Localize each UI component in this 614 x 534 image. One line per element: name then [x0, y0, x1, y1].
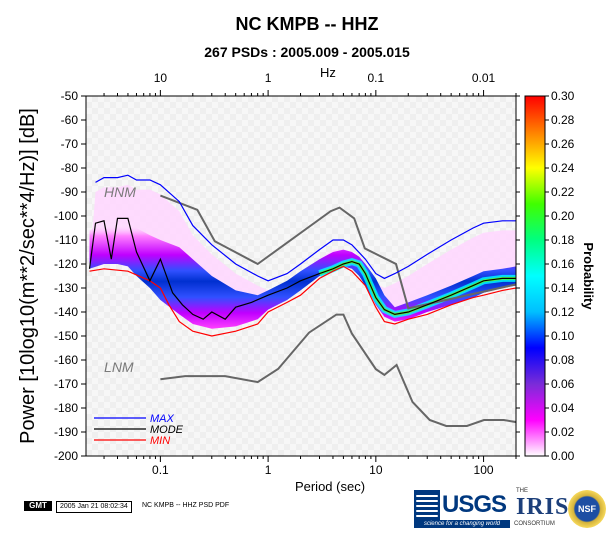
iris-logo: THE IRIS CONSORTIUM: [514, 488, 568, 530]
colorbar-label: Probability: [581, 242, 596, 310]
legend-label-max: MAX: [150, 413, 175, 425]
iris-the: THE: [516, 488, 528, 494]
colorbar-ticks: 0.00 0.02 0.04 0.06 0.08 0.10 0.12 0.14 0.16 0.18…: [545, 89, 575, 463]
gmt-badge: GMT: [24, 501, 52, 511]
iris-wordmark: IRIS: [516, 494, 570, 520]
x-tick-label: 0.1: [152, 463, 169, 477]
series-layer: [88, 174, 516, 427]
colorbar-tick-label: 0.14: [551, 281, 575, 295]
density-band: [89, 223, 516, 329]
usgs-logo: USGS science for a changing world: [414, 490, 510, 528]
colorbar-tick-label: 0.18: [551, 233, 575, 247]
colorbar-tick-label: 0.04: [551, 401, 575, 415]
noise-model-labels: HNM LNM: [104, 184, 136, 375]
y-tick-label: -50: [61, 89, 79, 103]
iris-consortium: CONSORTIUM: [514, 521, 555, 527]
y-tick-label: -100: [54, 209, 78, 223]
x-axis-label: Period (sec): [295, 479, 365, 494]
usgs-waves-icon: [414, 490, 440, 520]
footer-filename: NC KMPB -- HHZ PSD PDF: [142, 502, 230, 509]
colorbar: [524, 95, 546, 457]
colorbar-tick-label: 0.10: [551, 329, 575, 343]
y-tick-label: -90: [61, 185, 79, 199]
y-tick-label: -80: [61, 161, 79, 175]
y-tick-label: -170: [54, 377, 78, 391]
legend-label-min: MIN: [150, 435, 170, 447]
colorbar-tick-label: 0.12: [551, 305, 575, 319]
top-axis-label: Hz: [320, 65, 336, 80]
x-axis: 0.1 1 10 100: [103, 456, 517, 477]
top-axis: 10 1 0.1 0.01: [103, 71, 517, 96]
series-hnm-line: [160, 194, 516, 310]
chart-title: NC KMPB -- HHZ: [236, 14, 379, 34]
colorbar-tick-label: 0.08: [551, 353, 575, 367]
colorbar-tick-label: 0.02: [551, 425, 575, 439]
y-tick-label: -110: [55, 233, 78, 247]
legend-label-mode: MODE: [150, 424, 184, 436]
y-axis-label: Power [10log10(m**2/sec**4/Hz)] [dB]: [17, 108, 39, 444]
usgs-wordmark: USGS: [442, 491, 507, 518]
colorbar-tick-label: 0.28: [551, 113, 575, 127]
y-tick-label: -190: [54, 425, 78, 439]
colorbar-tick-label: 0.16: [551, 257, 575, 271]
series-mode-line: [88, 217, 516, 320]
colorbar-tick-label: 0.20: [551, 209, 575, 223]
y-tick-label: -60: [61, 113, 79, 127]
colorbar-tick-label: 0.26: [551, 137, 575, 151]
y-tick-label: -70: [61, 137, 79, 151]
y-tick-label: -200: [54, 449, 78, 463]
top-tick-label: 0.01: [472, 71, 496, 85]
y-tick-label: -140: [54, 305, 78, 319]
y-tick-label: -120: [54, 257, 78, 271]
x-tick-label: 100: [474, 463, 494, 477]
colorbar-tick-label: 0.00: [551, 449, 575, 463]
usgs-tagline: science for a changing world: [414, 520, 510, 528]
colorbar-tick-label: 0.06: [551, 377, 575, 391]
colorbar-tick-label: 0.24: [551, 161, 575, 175]
colorbar-tick-label: 0.30: [551, 89, 575, 103]
footer-date: 2005 Jan 21 08:02:34: [56, 501, 132, 513]
y-tick-label: -160: [54, 353, 78, 367]
series-lnm-line: [160, 313, 516, 427]
top-tick-label: 10: [154, 71, 168, 85]
y-axis: -200 -190 -180 -170 -160 -150 -140 -130 -120 -110…: [54, 89, 520, 463]
annotation-lnm: LNM: [104, 359, 134, 375]
annotation-hnm: HNM: [104, 184, 136, 200]
nsf-seal-logo: NSF: [568, 490, 606, 528]
series-max-line: [95, 174, 516, 282]
top-tick-label: 0.1: [367, 71, 384, 85]
chart-subtitle: 267 PSDs : 2005.009 - 2005.015: [204, 44, 410, 60]
colorbar-tick-label: 0.22: [551, 185, 575, 199]
x-tick-label: 10: [369, 463, 383, 477]
y-tick-label: -130: [54, 281, 78, 295]
series-min-line: [89, 265, 516, 337]
x-tick-label: 1: [265, 463, 272, 477]
y-tick-label: -150: [54, 329, 78, 343]
top-tick-label: 1: [265, 71, 272, 85]
y-tick-label: -180: [54, 401, 78, 415]
